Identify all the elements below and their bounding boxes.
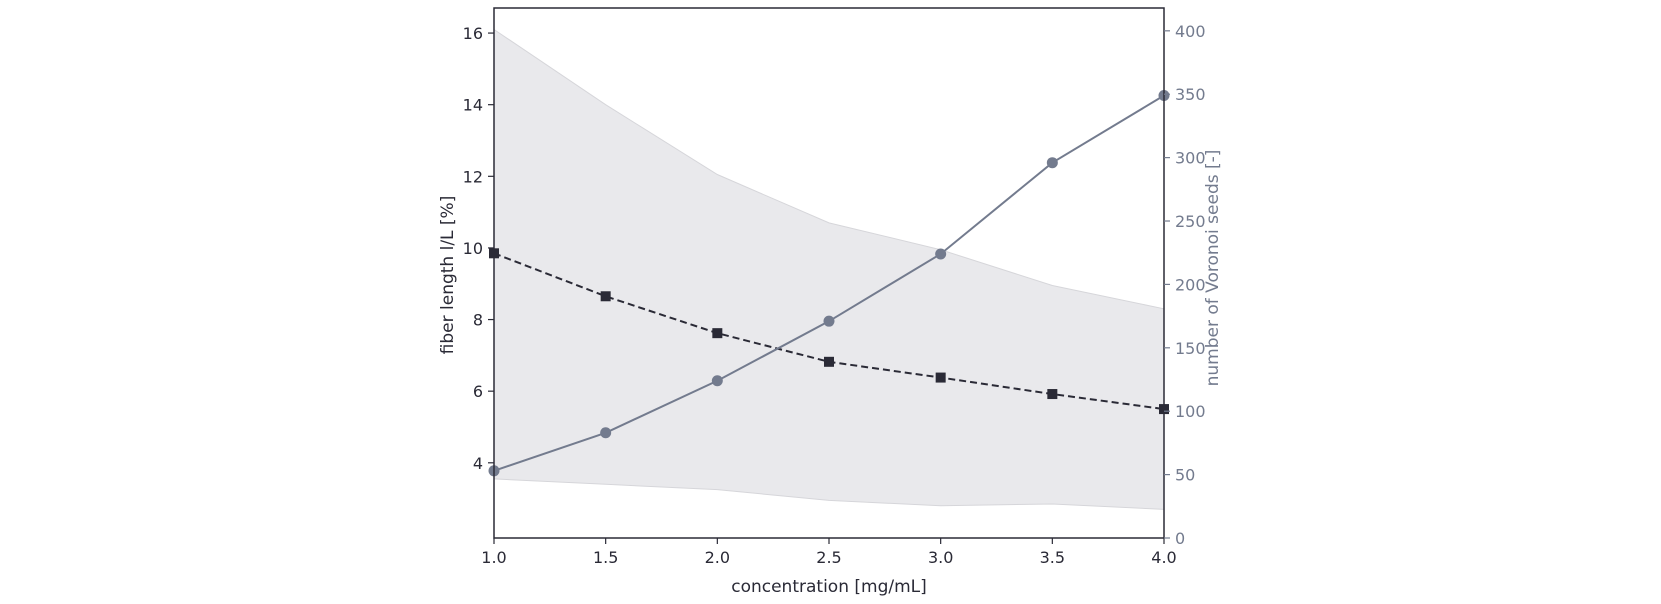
voronoi-seeds-marker bbox=[935, 248, 947, 260]
fiber-length-mean-marker bbox=[600, 291, 611, 302]
left-y-tick-label: 14 bbox=[463, 96, 483, 115]
voronoi-seeds-marker bbox=[823, 315, 835, 327]
voronoi-seeds-marker bbox=[600, 427, 612, 439]
x-tick-label: 1.5 bbox=[593, 548, 618, 567]
right-y-tick-label: 150 bbox=[1175, 339, 1206, 358]
left-y-tick-label: 10 bbox=[463, 239, 483, 258]
right-y-tick-label: 100 bbox=[1175, 402, 1206, 421]
x-tick-label: 2.0 bbox=[705, 548, 730, 567]
left-y-tick-label: 6 bbox=[473, 382, 483, 401]
right-y-tick-label: 400 bbox=[1175, 22, 1206, 41]
right-y-axis-title: number of Voronoi seeds [-] bbox=[1203, 150, 1223, 387]
ticks-layer: 1.0 1.5 2.0 2.5 3.0 3.5 4.0 4 6 8 10 12 14 16 0 50 100 15… bbox=[463, 22, 1206, 567]
left-y-tick-label: 12 bbox=[463, 167, 483, 186]
right-y-tick-label: 350 bbox=[1175, 85, 1206, 104]
x-axis-title: concentration [mg/mL] bbox=[731, 577, 927, 597]
fiber-length-mean-marker bbox=[824, 356, 834, 367]
left-y-tick-label: 4 bbox=[473, 454, 483, 473]
x-tick-label: 4.0 bbox=[1151, 548, 1176, 567]
x-tick-label: 3.0 bbox=[928, 548, 953, 567]
right-y-tick-label: 250 bbox=[1175, 212, 1206, 231]
fiber-length-mean-marker bbox=[935, 372, 946, 383]
voronoi-seeds-marker bbox=[711, 375, 723, 387]
band-lower-edge bbox=[493, 478, 1165, 510]
right-y-tick-label: 0 bbox=[1175, 529, 1185, 548]
voronoi-seeds-marker bbox=[1046, 157, 1058, 169]
fiber-length-mean-marker bbox=[712, 328, 723, 339]
fiber-length-band-layer bbox=[493, 29, 1165, 510]
left-y-tick-label: 8 bbox=[473, 311, 483, 330]
band-upper-edge bbox=[493, 29, 1165, 310]
x-tick-label: 1.0 bbox=[481, 548, 506, 567]
fiber-length-range-band bbox=[494, 29, 1164, 510]
right-y-tick-label: 50 bbox=[1175, 466, 1195, 485]
fiber-length-mean-marker bbox=[1047, 389, 1058, 400]
left-y-axis-title: fiber length l/L [%] bbox=[438, 196, 458, 355]
x-tick-label: 3.5 bbox=[1040, 548, 1065, 567]
x-tick-label: 2.5 bbox=[816, 548, 841, 567]
right-y-tick-label: 200 bbox=[1175, 275, 1206, 294]
series-layer bbox=[488, 89, 1170, 477]
left-y-tick-label: 16 bbox=[463, 24, 483, 43]
right-y-tick-label: 300 bbox=[1175, 149, 1206, 168]
